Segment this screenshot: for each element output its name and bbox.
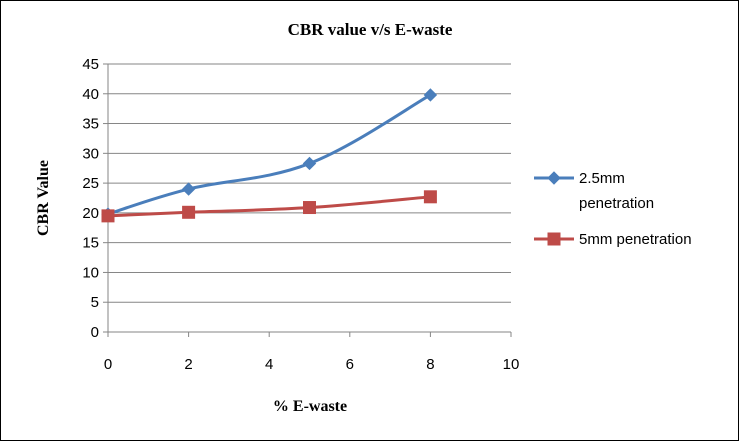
- series-markers: [101, 88, 438, 223]
- axes: [103, 63, 512, 337]
- x-tick-label: 0: [104, 356, 112, 373]
- y-tick-label: 30: [82, 145, 99, 162]
- x-tick-label: 10: [503, 356, 520, 373]
- x-tick-label: 4: [265, 356, 273, 373]
- legend-label: penetration: [579, 195, 654, 212]
- data-point-1: [302, 156, 317, 171]
- y-tick-label: 10: [82, 264, 99, 281]
- y-tick-labels: 0 5 10 15 20 25 30 35 40 45: [82, 56, 99, 341]
- data-point-2: [423, 190, 437, 204]
- x-tick-label: 6: [346, 356, 354, 373]
- gridlines: [108, 63, 511, 303]
- chart-title: CBR value v/s E-waste: [288, 20, 453, 39]
- y-tick-label: 25: [82, 175, 99, 192]
- y-tick-label: 15: [82, 235, 99, 252]
- y-axis-title: CBR Value: [35, 160, 52, 236]
- data-point-2: [303, 201, 316, 215]
- legend-swatch-marker: [547, 232, 561, 246]
- series-line-2: [107, 195, 431, 218]
- x-tick-labels: 0 2 4 6 8 10: [104, 356, 520, 373]
- y-tick-label: 40: [82, 86, 99, 103]
- x-tick-label: 8: [426, 356, 434, 373]
- y-tick-label: 45: [82, 56, 99, 73]
- data-point-1: [423, 88, 438, 102]
- y-tick-label: 20: [82, 205, 99, 222]
- data-point-2: [101, 209, 115, 223]
- legend-swatch-marker: [547, 171, 561, 185]
- legend-label: 5mm penetration: [579, 231, 692, 248]
- data-point-1: [181, 182, 196, 196]
- data-point-2: [182, 205, 196, 219]
- series-line-1: [107, 93, 432, 216]
- x-tick-label: 2: [184, 356, 192, 373]
- legend: 2.5mm penetration 5mm penetration: [534, 170, 692, 248]
- series-lines: [107, 93, 432, 218]
- y-tick-label: 0: [91, 324, 99, 341]
- y-tick-label: 35: [82, 116, 99, 133]
- x-axis-title: % E-waste: [273, 398, 347, 415]
- y-tick-label: 5: [91, 294, 99, 311]
- legend-label: 2.5mm: [579, 170, 625, 187]
